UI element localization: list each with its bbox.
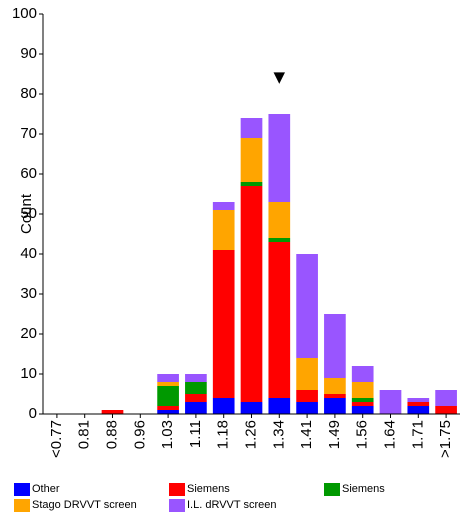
legend-item: Siemens (169, 482, 230, 496)
bars-layer (101, 114, 457, 414)
stacked-bar-chart: <0.77 0.81 0.88 0.96 1.03 1.11 1.18 1.26 1.34 ▼ 1.… (12, 5, 460, 458)
legend: Other Siemens Siemens Stago DRVVT screen I.L… (14, 482, 454, 516)
bar-segment (296, 390, 318, 402)
bar-segment (185, 374, 207, 382)
bar-segment (240, 402, 263, 414)
bar-segment (157, 410, 179, 414)
bar-segment (157, 406, 179, 410)
bar-segment (296, 254, 318, 358)
bar-segment (268, 114, 291, 202)
bar-segment (324, 378, 346, 394)
x-tick-label: 0.96 (131, 420, 148, 449)
x-tick-label: 1.56 (354, 420, 371, 449)
bar-segment (212, 250, 235, 398)
x-tick-label: 1.26 (242, 420, 259, 449)
bar-segment (351, 366, 374, 382)
bar-segment (268, 242, 291, 398)
bar-segment (157, 382, 179, 386)
legend-label: I.L. dRVVT screen (187, 499, 277, 511)
bar-segment (240, 138, 263, 182)
axes-layer: <0.77 0.81 0.88 0.96 1.03 1.11 1.18 1.26 1.34 ▼ 1.… (12, 5, 460, 458)
bar-segment (240, 118, 263, 138)
x-tick-label: 1.11 (187, 420, 204, 448)
x-tick-label: 1.03 (159, 420, 176, 449)
legend-swatch (169, 482, 185, 496)
bar-segment (296, 402, 318, 414)
y-tick-label: 60 (20, 165, 37, 182)
bar-segment (157, 386, 179, 406)
x-tick-label: 1.34 (270, 420, 287, 449)
x-tick-label: 1.49 (326, 420, 343, 449)
bar-segment (351, 398, 374, 402)
y-tick-label: 40 (20, 245, 37, 262)
x-tick-label: 1.71 (409, 420, 426, 449)
bar-segment (268, 202, 291, 238)
y-tick-label: 0 (29, 405, 37, 422)
legend-label: Siemens (342, 483, 385, 495)
legend-label: Other (32, 483, 60, 495)
bar-segment (351, 406, 374, 414)
bar-segment (435, 406, 457, 414)
bar-segment (268, 398, 291, 414)
x-tick-label: <0.77 (48, 420, 65, 458)
x-tick-label: 1.41 (298, 420, 315, 449)
bar-segment (324, 398, 346, 414)
bar-segment (407, 398, 430, 402)
legend-swatch (169, 498, 185, 512)
x-tick-label: 1.64 (381, 420, 398, 449)
bar-segment (185, 382, 207, 394)
legend-label: Stago DRVVT screen (32, 499, 137, 511)
y-tick-label: 10 (20, 365, 37, 382)
bar-segment (101, 410, 124, 414)
bar-segment (157, 374, 179, 382)
marker-triangle: ▼ (274, 68, 286, 86)
bar-segment (185, 394, 207, 402)
bar-segment (351, 382, 374, 398)
bar-segment (351, 402, 374, 406)
y-tick-label: 90 (20, 45, 37, 62)
bar-segment (240, 186, 263, 402)
y-axis-label: Count (18, 193, 35, 234)
y-tick-label: 100 (12, 5, 37, 22)
bar-segment (324, 394, 346, 398)
y-tick-label: 50 (20, 205, 37, 222)
bar-segment (435, 390, 457, 406)
x-tick-label: 0.81 (76, 420, 93, 449)
bar-segment (268, 238, 291, 242)
legend-item: Other (14, 482, 60, 496)
bar-segment (212, 202, 235, 210)
x-tick-label: 1.18 (215, 420, 232, 449)
legend-item: Stago DRVVT screen (14, 498, 137, 512)
bar-segment (324, 314, 346, 378)
bar-segment (185, 402, 207, 414)
x-tick-label: >1.75 (437, 420, 454, 458)
legend-swatch (14, 498, 30, 512)
bar-segment (212, 210, 235, 250)
legend-item: I.L. dRVVT screen (169, 498, 276, 512)
bar-segment (379, 390, 402, 414)
bar-segment (407, 406, 430, 414)
bar-segment (407, 402, 430, 406)
legend-swatch (324, 482, 340, 496)
y-tick-label: 20 (20, 325, 37, 342)
legend-swatch (14, 482, 30, 496)
y-tick-label: 80 (20, 85, 37, 102)
bar-segment (240, 182, 263, 186)
y-tick-label: 70 (20, 125, 37, 142)
y-tick-label: 30 (20, 285, 37, 302)
legend-item: Siemens (324, 482, 385, 496)
x-tick-label: 0.88 (103, 420, 120, 449)
legend-label: Siemens (187, 483, 230, 495)
bar-segment (296, 358, 318, 390)
bar-segment (212, 398, 235, 414)
